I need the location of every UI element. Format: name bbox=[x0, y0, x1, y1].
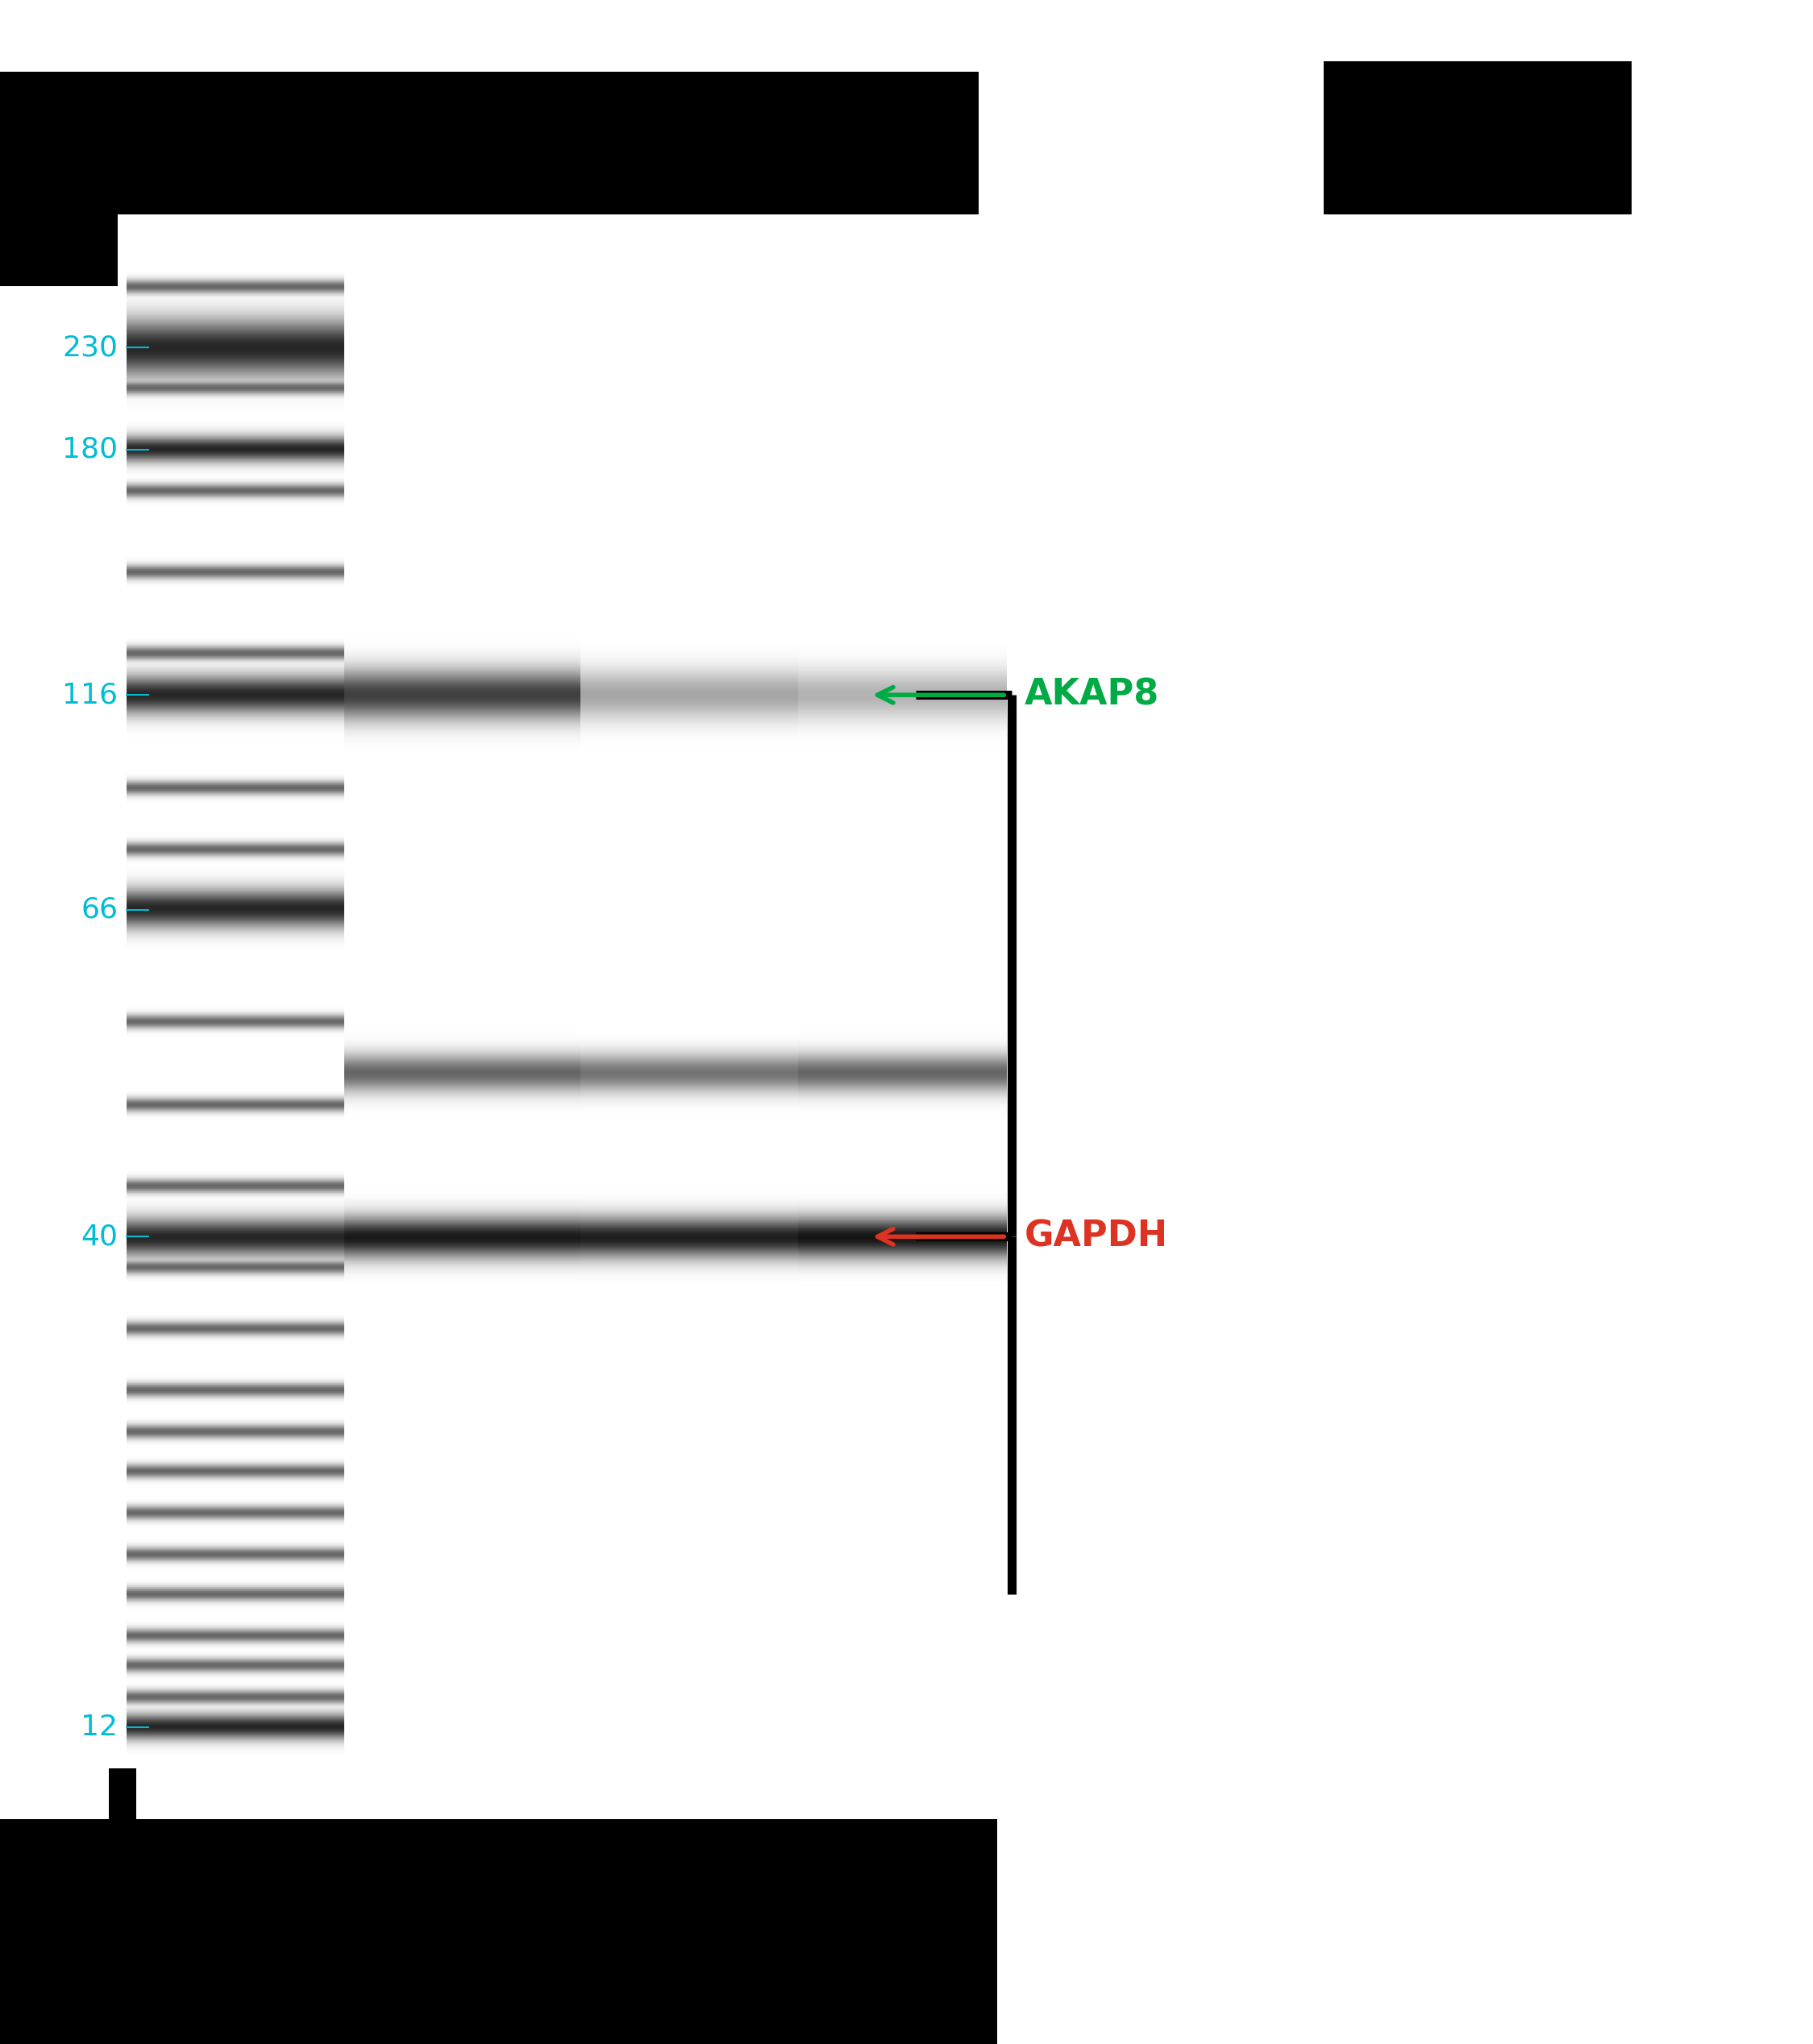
Bar bbox=[1323, 61, 1632, 215]
Bar bbox=[0, 72, 118, 286]
Bar bbox=[109, 72, 979, 215]
Bar bbox=[127, 215, 344, 1799]
Bar bbox=[109, 1768, 136, 1819]
Bar bbox=[0, 1819, 997, 2044]
Text: AKAP8: AKAP8 bbox=[1024, 679, 1159, 711]
Text: 230: 230 bbox=[62, 333, 118, 362]
Text: 40: 40 bbox=[82, 1222, 118, 1251]
Text: 116: 116 bbox=[62, 681, 118, 709]
Bar bbox=[127, 215, 1006, 1799]
Text: 12: 12 bbox=[82, 1713, 118, 1741]
Text: 180: 180 bbox=[62, 435, 118, 464]
Text: 66: 66 bbox=[82, 895, 118, 924]
Text: GAPDH: GAPDH bbox=[1024, 1220, 1168, 1253]
Text: kDa: kDa bbox=[127, 164, 189, 194]
